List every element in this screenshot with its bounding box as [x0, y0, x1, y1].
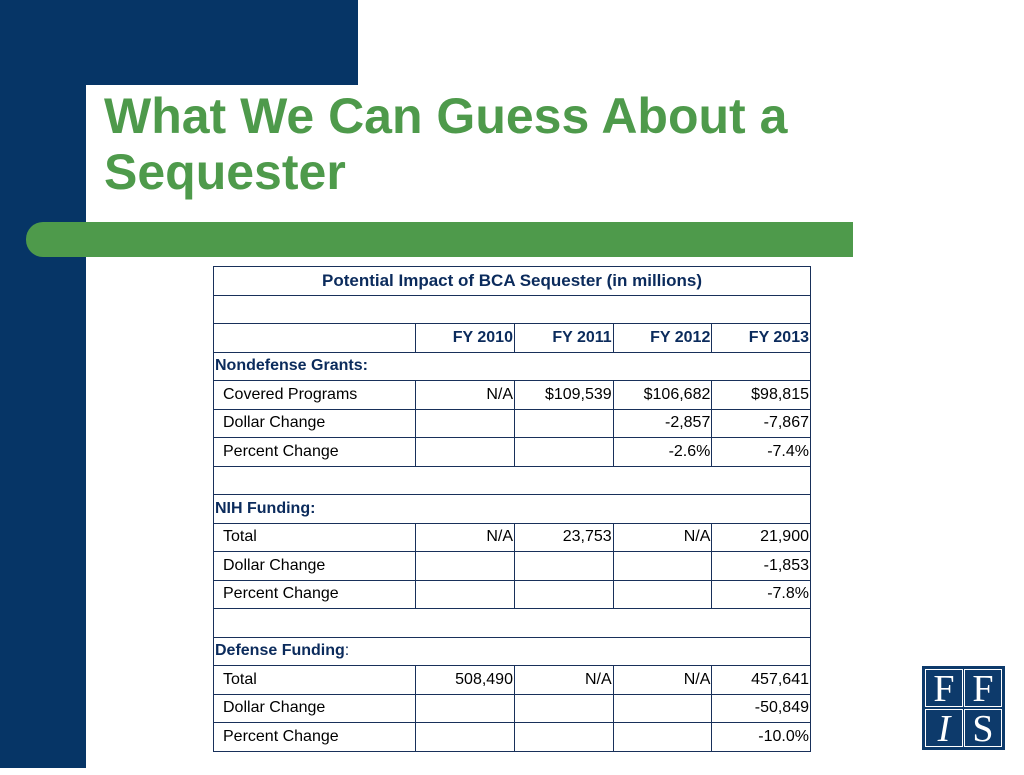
table-cell: -7,867 [711, 408, 811, 438]
table-cell [415, 579, 515, 609]
table-cell: -1,853 [711, 551, 811, 581]
sequester-impact-table: Potential Impact of BCA Sequester (in mi… [212, 266, 811, 752]
section-header-row: Defense Funding: [213, 636, 811, 666]
table-cell: 21,900 [711, 522, 811, 552]
table-cell [513, 693, 614, 723]
table-row: Percent Change -7.8% [212, 579, 811, 609]
table-cell [415, 437, 515, 467]
ffis-logo: F F I S [922, 666, 1005, 750]
table-row: Covered Programs N/A $109,539 $106,682 $… [212, 380, 811, 410]
table-cell: N/A [513, 665, 614, 695]
table-cell [513, 579, 614, 609]
table-cell: 457,641 [711, 665, 811, 695]
table-cell [513, 408, 614, 438]
table-cell: -2.6% [612, 437, 713, 467]
section-heading: NIH Funding: [213, 494, 811, 524]
table-cell [612, 693, 713, 723]
table-cell: N/A [612, 665, 713, 695]
table-cell [415, 693, 515, 723]
row-label: Dollar Change [212, 408, 417, 438]
table-cell [612, 551, 713, 581]
section-heading: Defense Funding: [213, 636, 811, 666]
table-cell: N/A [415, 380, 515, 410]
table-row: Dollar Change -2,857 -7,867 [212, 408, 811, 438]
table-cell: 508,490 [415, 665, 515, 695]
logo-letter: F [925, 669, 963, 708]
table-row: Percent Change -2.6% -7.4% [212, 437, 811, 467]
section-header-row: Nondefense Grants: [213, 351, 811, 381]
table-cell [513, 551, 614, 581]
row-label: Percent Change [212, 722, 417, 752]
table-cell: -2,857 [612, 408, 713, 438]
table-cell: $106,682 [612, 380, 713, 410]
table-caption-row: Potential Impact of BCA Sequester (in mi… [213, 266, 811, 296]
blank-row [213, 465, 811, 495]
row-label: Covered Programs [212, 380, 417, 410]
table-cell [513, 722, 614, 752]
row-label: Percent Change [212, 579, 417, 609]
column-header: FY 2012 [612, 323, 713, 353]
row-label: Dollar Change [212, 693, 417, 723]
table-cell [415, 408, 515, 438]
table-row: Percent Change -10.0% [212, 722, 811, 752]
table-cell: -7.8% [711, 579, 811, 609]
table-row: Total 508,490 N/A N/A 457,641 [212, 665, 811, 695]
logo-letter: I [925, 709, 963, 748]
table-cell: N/A [415, 522, 515, 552]
table-cell: 23,753 [513, 522, 614, 552]
table-row: Total N/A 23,753 N/A 21,900 [212, 522, 811, 552]
title-underline-bar [26, 222, 853, 257]
table-cell: $98,815 [711, 380, 811, 410]
table-row: Dollar Change -1,853 [212, 551, 811, 581]
top-navy-block [0, 0, 358, 85]
logo-letter: F [964, 669, 1002, 708]
table-cell [513, 437, 614, 467]
section-header-row: NIH Funding: [213, 494, 811, 524]
table-cell: -7.4% [711, 437, 811, 467]
table-cell: $109,539 [513, 380, 614, 410]
table-row: Dollar Change -50,849 [212, 693, 811, 723]
column-header: FY 2010 [415, 323, 515, 353]
table-cell: -10.0% [711, 722, 811, 752]
table-caption: Potential Impact of BCA Sequester (in mi… [213, 266, 811, 296]
header-empty-cell [212, 323, 417, 353]
row-label: Dollar Change [212, 551, 417, 581]
table-cell: -50,849 [711, 693, 811, 723]
table-cell [612, 579, 713, 609]
logo-letter: S [964, 709, 1002, 748]
table-cell [415, 722, 515, 752]
column-header: FY 2011 [513, 323, 614, 353]
column-header: FY 2013 [711, 323, 811, 353]
blank-row [213, 608, 811, 638]
row-label: Percent Change [212, 437, 417, 467]
blank-row [213, 294, 811, 324]
table-cell: N/A [612, 522, 713, 552]
column-header-row: FY 2010 FY 2011 FY 2012 FY 2013 [212, 323, 811, 353]
table-cell [415, 551, 515, 581]
row-label: Total [212, 522, 417, 552]
left-navy-bar [0, 0, 86, 768]
slide-title: What We Can Guess About a Sequester [104, 88, 788, 200]
row-label: Total [212, 665, 417, 695]
table-cell [612, 722, 713, 752]
section-heading: Nondefense Grants: [213, 351, 811, 381]
